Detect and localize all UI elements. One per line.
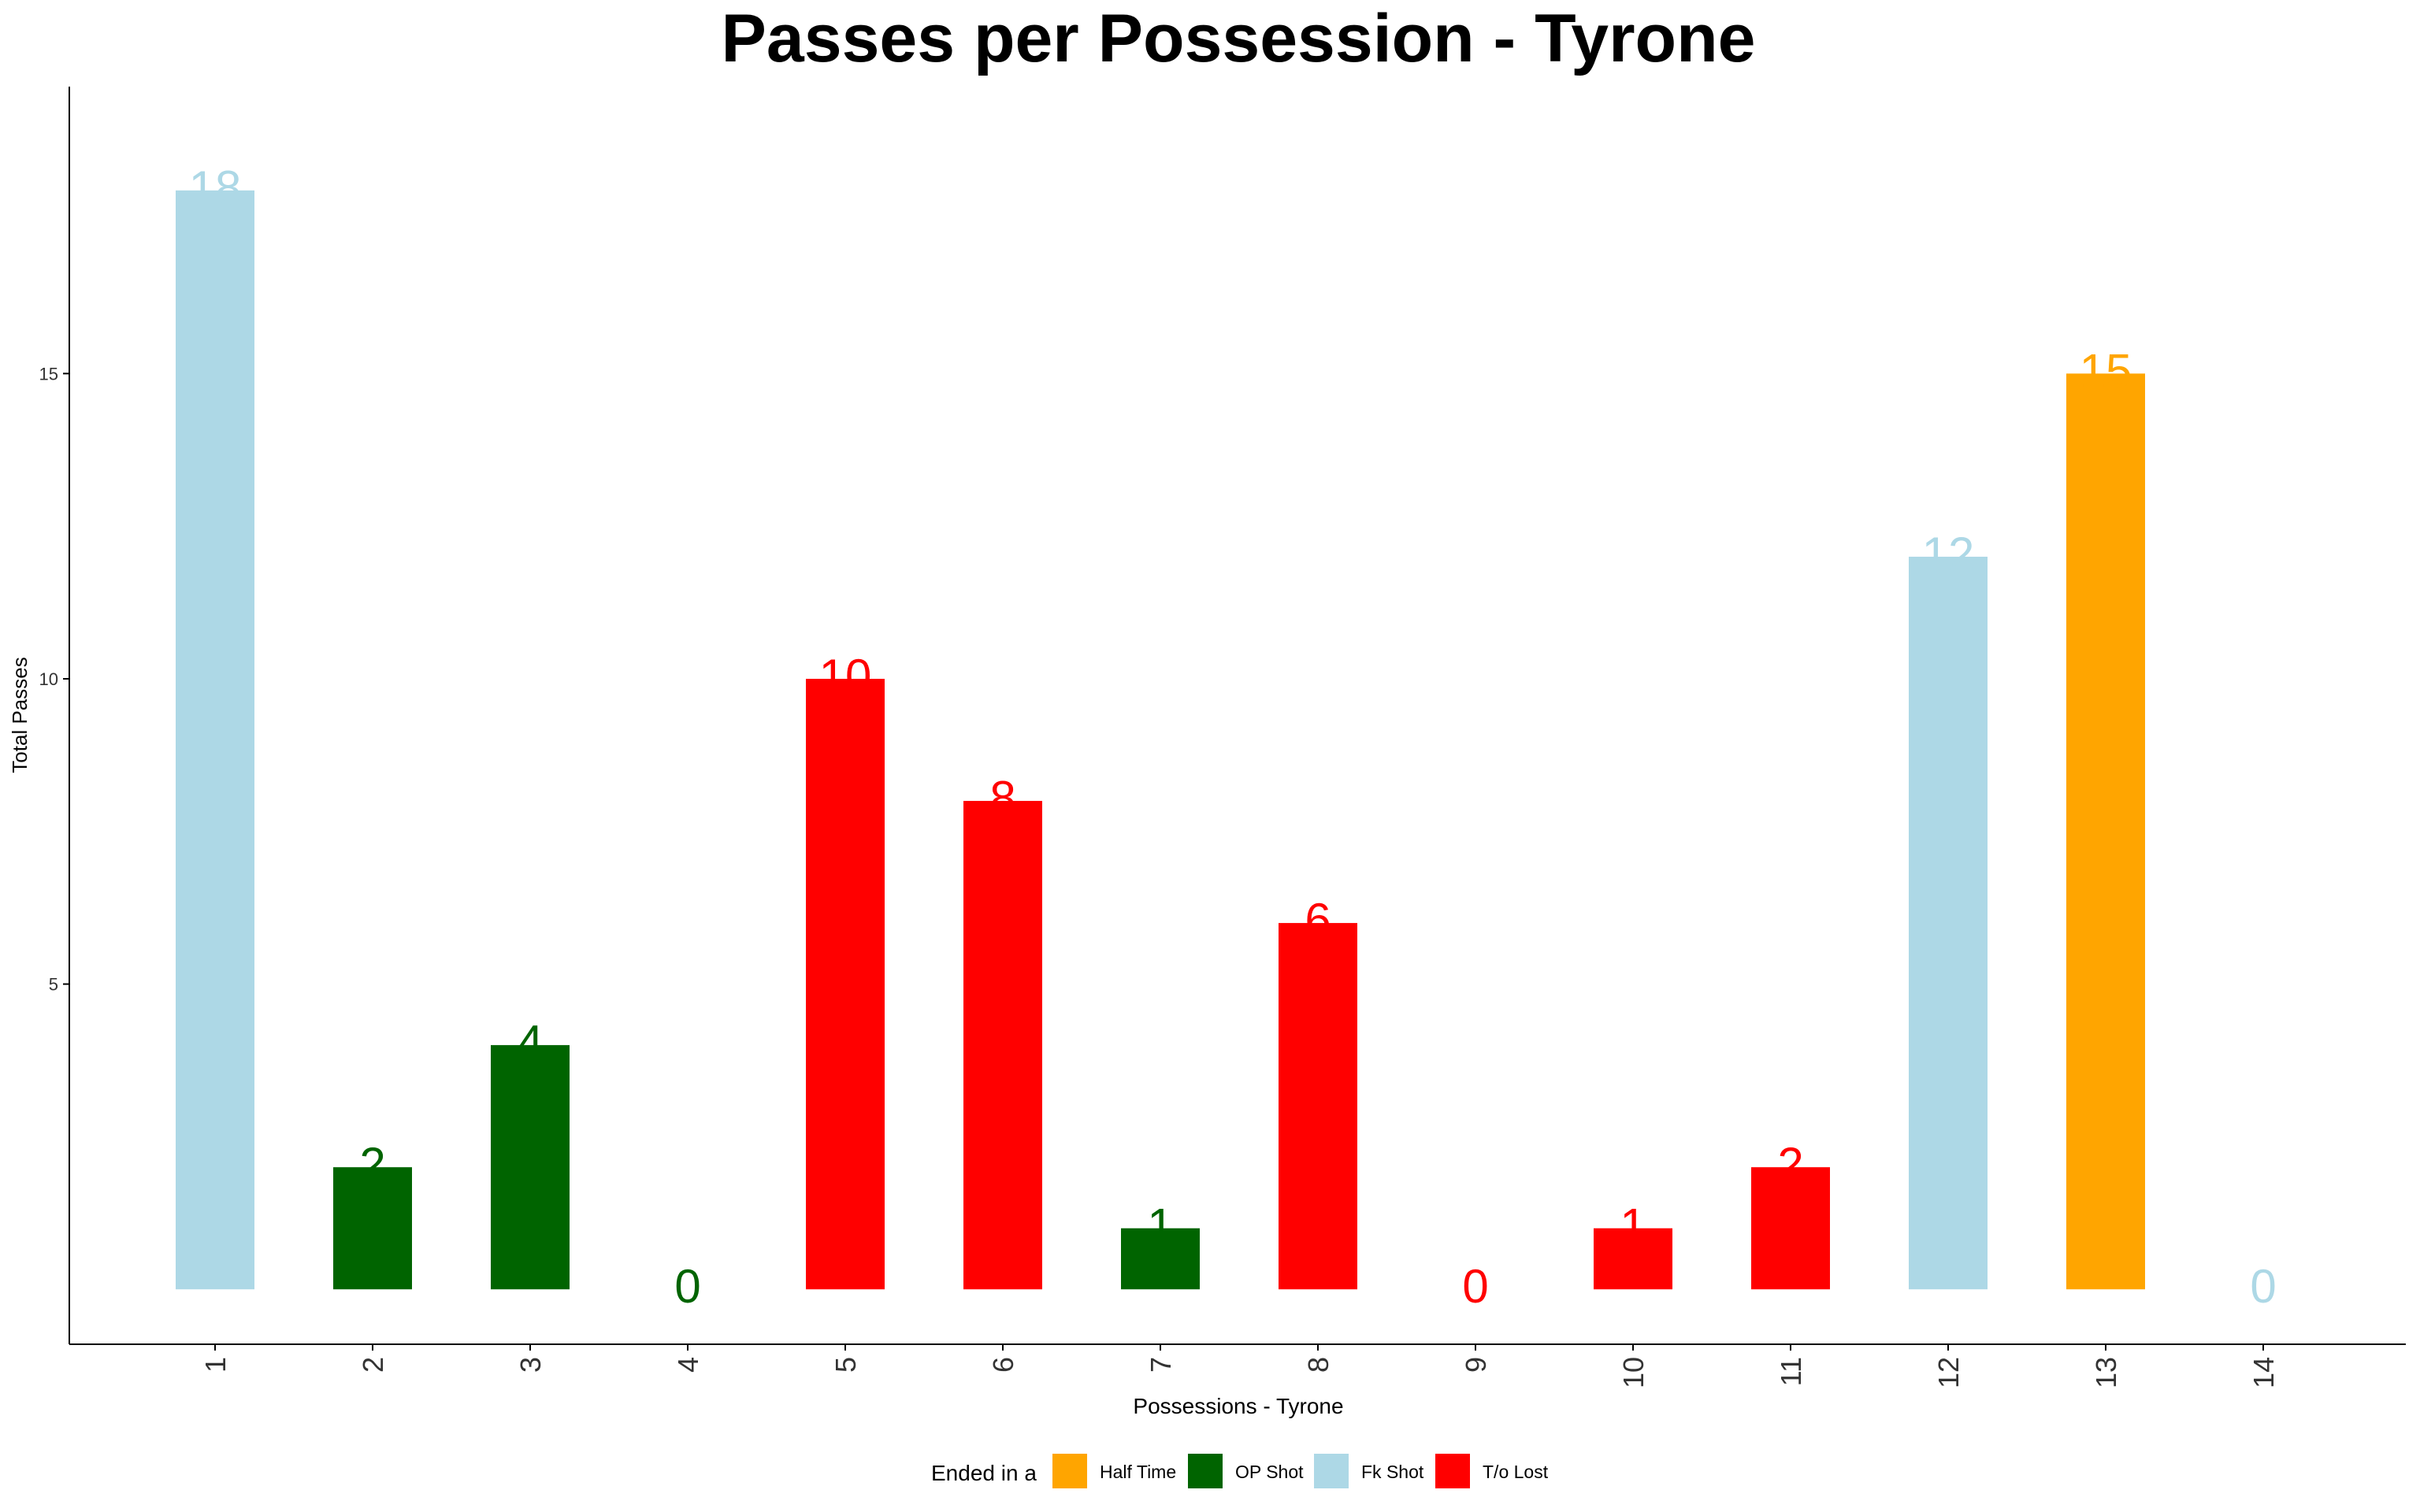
- bar: [1279, 923, 1357, 1290]
- x-tick-label: 1: [199, 1357, 232, 1373]
- bar: [176, 190, 254, 1290]
- bar-value-label: 0: [1462, 1260, 1488, 1313]
- legend-swatch: [1188, 1454, 1223, 1488]
- y-axis-label: Total Passes: [8, 657, 32, 773]
- y-tick-label: 15: [39, 364, 58, 384]
- bar-value-label: 6: [1305, 894, 1331, 947]
- legend-title: Ended in a: [931, 1461, 1037, 1485]
- bar-value-label: 18: [189, 161, 242, 214]
- bar-value-label: 1: [1620, 1199, 1646, 1252]
- x-tick-label: 11: [1775, 1357, 1807, 1386]
- y-tick-label: 5: [49, 975, 58, 995]
- legend-label: Half Time: [1100, 1462, 1176, 1482]
- bar-value-label: 15: [2080, 344, 2132, 397]
- x-tick-label: 6: [987, 1357, 1019, 1373]
- bar-value-label: 4: [517, 1016, 543, 1069]
- legend-swatch: [1314, 1454, 1349, 1488]
- bar-value-label: 1: [1147, 1199, 1173, 1252]
- bar-value-label: 2: [1777, 1138, 1803, 1191]
- x-tick-label: 2: [357, 1357, 389, 1373]
- bar: [2066, 373, 2145, 1290]
- x-tick-label: 4: [672, 1357, 704, 1373]
- x-tick-label: 10: [1617, 1357, 1650, 1388]
- bar: [1751, 1167, 1830, 1290]
- bar: [491, 1045, 570, 1290]
- bar-value-label: 12: [1922, 528, 1975, 580]
- bar-value-label: 8: [989, 772, 1015, 825]
- x-tick-label: 9: [1460, 1357, 1492, 1373]
- x-tick-label: 8: [1302, 1357, 1334, 1373]
- legend: Ended in a Half Time OP Shot Fk Shot T/o Lo…: [931, 1454, 1549, 1488]
- bar-value-label: 10: [819, 650, 872, 702]
- legend-swatch: [1052, 1454, 1087, 1488]
- bar-value-label: 0: [674, 1260, 700, 1313]
- bar: [1909, 556, 1988, 1290]
- bar-value-label: 0: [2250, 1260, 2276, 1313]
- x-tick-label: 7: [1145, 1357, 1177, 1373]
- x-tick-label: 5: [830, 1357, 862, 1373]
- bar: [806, 678, 885, 1290]
- x-tick-label: 12: [1932, 1357, 1965, 1388]
- legend-label: Fk Shot: [1361, 1462, 1424, 1482]
- x-tick-label: 3: [514, 1357, 547, 1373]
- y-tick-label: 10: [39, 669, 58, 689]
- x-tick-label: 14: [2247, 1357, 2280, 1388]
- x-axis-label: Possessions - Tyrone: [1133, 1394, 1343, 1418]
- legend-label: T/o Lost: [1483, 1462, 1549, 1482]
- bar: [1594, 1228, 1672, 1290]
- x-tick-label: 13: [2090, 1357, 2122, 1388]
- bar: [963, 801, 1042, 1290]
- legend-label: OP Shot: [1235, 1462, 1304, 1482]
- legend-swatch: [1435, 1454, 1470, 1488]
- bar: [333, 1167, 412, 1290]
- chart-title: Passes per Possession - Tyrone: [722, 1, 1756, 76]
- bar-value-label: 2: [359, 1138, 385, 1191]
- bar: [1121, 1228, 1200, 1290]
